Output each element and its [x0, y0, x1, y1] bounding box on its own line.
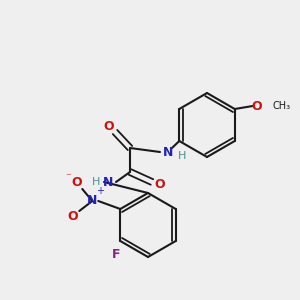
Text: O: O: [71, 176, 82, 190]
Text: O: O: [104, 119, 114, 133]
Text: F: F: [112, 248, 121, 262]
Text: H: H: [92, 177, 100, 187]
Text: H: H: [178, 151, 186, 161]
Text: +: +: [96, 186, 104, 196]
Text: N: N: [163, 146, 173, 158]
Text: O: O: [67, 211, 78, 224]
Text: ⁻: ⁻: [65, 172, 71, 182]
Text: O: O: [155, 178, 165, 190]
Text: N: N: [87, 194, 98, 208]
Text: N: N: [103, 176, 113, 188]
Text: CH₃: CH₃: [273, 101, 291, 111]
Text: O: O: [251, 100, 262, 112]
